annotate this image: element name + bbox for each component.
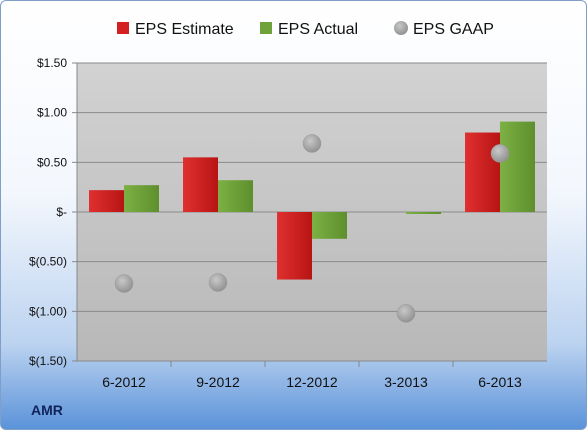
- legend-label: EPS Actual: [278, 21, 358, 38]
- legend-label: EPS GAAP: [413, 21, 494, 38]
- legend-item-eps-actual: EPS Actual: [260, 21, 358, 38]
- bar-eps-estimate: [183, 157, 218, 212]
- y-tick-label: $1.00: [37, 106, 67, 120]
- y-tick-label: $1.50: [37, 56, 67, 70]
- x-axis: 6-2012 9-2012 12-2012 3-2013 6-2013: [77, 360, 547, 390]
- x-tick-label: 6-2013: [478, 374, 522, 390]
- y-tick-label: $-: [56, 205, 67, 219]
- x-tick-label: 6-2012: [102, 374, 146, 390]
- bars: [89, 121, 535, 280]
- y-tick-label: $0.50: [37, 155, 67, 169]
- marker-eps-gaap: [490, 144, 510, 163]
- bar-eps-actual: [406, 212, 441, 214]
- y-axis: $1.50 $1.00 $0.50 $- $(0.50) $(1.00) $(1.50): [29, 56, 78, 368]
- x-tick-label: 3-2013: [384, 374, 428, 390]
- legend-swatch: [394, 21, 408, 35]
- bar-eps-actual: [500, 121, 535, 212]
- bar-eps-actual: [218, 180, 253, 212]
- bar-eps-estimate: [465, 132, 500, 212]
- bar-eps-actual: [312, 212, 347, 239]
- legend-swatch: [260, 22, 272, 34]
- marker-eps-gaap: [114, 274, 134, 293]
- bar-eps-estimate: [277, 212, 312, 280]
- marker-eps-gaap: [208, 273, 228, 292]
- y-tick-label: $(1.50): [29, 354, 67, 368]
- x-tick-label: 9-2012: [196, 374, 240, 390]
- legend-item-eps-gaap: EPS GAAP: [394, 21, 494, 38]
- marker-eps-gaap: [302, 134, 322, 153]
- marker-eps-gaap: [396, 304, 416, 323]
- ticker-label: AMR: [31, 402, 63, 418]
- y-tick-label: $(0.50): [29, 255, 67, 269]
- legend-swatch: [117, 22, 129, 34]
- gaap-markers: [114, 134, 510, 323]
- bar-eps-actual: [124, 185, 159, 212]
- x-tick-label: 12-2012: [286, 374, 338, 390]
- y-tick-label: $(1.00): [29, 304, 67, 318]
- legend: EPS Estimate EPS Actual EPS GAAP: [117, 21, 494, 38]
- legend-item-eps-estimate: EPS Estimate: [117, 21, 234, 38]
- legend-label: EPS Estimate: [135, 21, 234, 38]
- bar-eps-estimate: [89, 190, 124, 212]
